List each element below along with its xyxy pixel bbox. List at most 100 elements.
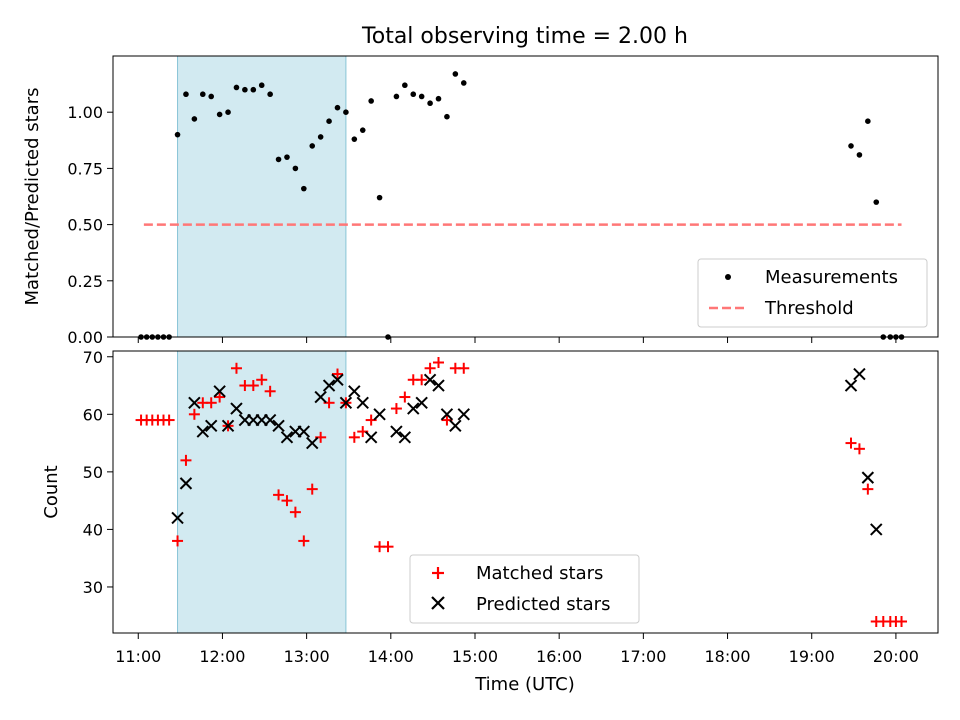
matched-stars-point — [306, 483, 318, 495]
matched-stars-point — [273, 489, 285, 501]
matched-stars-point — [180, 454, 192, 466]
matched-stars-point — [256, 374, 268, 386]
x-tick-label: 20:00 — [873, 647, 919, 666]
top-x-ticks — [137, 337, 897, 343]
x-tick-label: 12:00 — [199, 647, 245, 666]
predicted-stars-point — [331, 373, 344, 386]
matched-stars-point — [390, 403, 402, 415]
measurement-point — [376, 194, 383, 201]
predicted-stars-point — [272, 419, 285, 433]
predicted-stars-point — [205, 419, 218, 433]
matched-stars-point — [264, 385, 276, 397]
legend-predicted-marker — [431, 596, 445, 610]
measurement-point — [258, 82, 265, 89]
x-tick-label: 18:00 — [704, 647, 750, 666]
measurement-point — [351, 136, 358, 142]
predicted-stars-point — [415, 396, 428, 410]
predicted-stars-point — [390, 425, 403, 438]
matched-stars-point — [188, 408, 200, 420]
measurement-point — [460, 80, 467, 86]
bottom-axes: 30 40 50 60 70 11:00 12:00 13:00 14:00 15:00 16:0… — [41, 348, 939, 695]
matched-stars-point — [399, 391, 411, 403]
top-axes-frame — [112, 55, 939, 338]
measurement-point — [402, 82, 408, 89]
measurement-point — [199, 91, 206, 98]
legend-measurements-label: Measurements — [765, 267, 898, 288]
bottom-x-ticks: 11:00 12:00 13:00 14:00 15:00 16:00 17:00 18:00… — [115, 633, 919, 666]
matched-stars-point — [433, 357, 445, 369]
measurement-point — [343, 109, 349, 115]
measurement-point — [368, 98, 374, 104]
matched-stars-point — [289, 506, 301, 518]
measurement-point — [292, 165, 299, 172]
predicted-stars-point — [348, 385, 361, 398]
predicted-stars-point — [280, 431, 294, 444]
bottom-y-ticks: 30 40 50 60 70 — [83, 348, 113, 597]
predicted-stars-point — [423, 373, 437, 386]
measurement-point — [326, 118, 332, 124]
measurement-point — [444, 113, 450, 120]
bottom-y-tick-label: 60 — [83, 405, 103, 424]
measurement-point — [267, 91, 273, 98]
predicted-stars-point — [171, 511, 184, 525]
matched-stars-point — [331, 368, 343, 380]
matched-stars-point — [862, 483, 874, 495]
matched-stars-point — [382, 541, 394, 553]
measurement-point — [284, 154, 290, 160]
bottom-plot-marks — [135, 357, 908, 627]
bottom-y-tick-label: 30 — [83, 578, 103, 597]
measurement-point — [334, 104, 341, 111]
measurement-point — [309, 143, 316, 149]
legend-predicted-label: Predicted stars — [476, 594, 610, 615]
x-tick-label: 17:00 — [620, 647, 666, 666]
measurement-point — [233, 84, 240, 91]
x-tick-label: 16:00 — [536, 647, 582, 666]
measurement-point — [216, 111, 223, 118]
top-y-tick-label: 0.00 — [67, 328, 103, 347]
measurement-point — [410, 91, 417, 98]
measurement-point — [452, 71, 459, 77]
measurement-point — [418, 93, 425, 100]
matched-stars-point — [298, 535, 310, 547]
x-tick-label: 19:00 — [789, 647, 835, 666]
predicted-stars-point — [373, 408, 386, 421]
measurement-point — [865, 118, 871, 124]
legend-threshold-label: Threshold — [764, 298, 854, 319]
measurement-point — [250, 86, 257, 93]
top-y-ticks: 0.00 0.25 0.50 0.75 1.00 — [67, 103, 113, 347]
predicted-stars-point — [297, 425, 311, 438]
top-observing-span — [177, 55, 347, 338]
measurement-point — [435, 95, 442, 102]
matched-stars-point — [172, 535, 184, 547]
predicted-stars-point — [844, 379, 858, 392]
predicted-stars-point — [306, 436, 319, 450]
measurement-point — [873, 199, 880, 205]
x-tick-label: 11:00 — [115, 647, 161, 666]
bottom-axes-frame — [112, 350, 939, 634]
predicted-stars-point — [196, 425, 210, 438]
measurement-point — [856, 152, 863, 158]
measurement-point — [359, 127, 366, 133]
measurement-point — [427, 100, 433, 107]
predicted-stars-point — [440, 408, 454, 421]
matched-stars-point — [424, 362, 436, 374]
measurement-point — [208, 93, 215, 100]
measurement-point — [183, 91, 189, 98]
predicted-stars-point — [221, 419, 235, 433]
top-y-axis-label: Matched/Predicted stars — [22, 88, 43, 306]
x-tick-label: 15:00 — [452, 647, 498, 666]
matched-stars-point — [247, 380, 259, 392]
x-tick-label: 14:00 — [368, 647, 414, 666]
predicted-stars-point — [861, 471, 875, 484]
matched-stars-point — [348, 431, 360, 443]
predicted-stars-point — [407, 402, 420, 415]
predicted-stars-point — [322, 379, 336, 392]
matched-stars-point — [163, 414, 175, 426]
legend-matched-label: Matched stars — [476, 563, 603, 584]
predicted-stars-point — [398, 431, 412, 444]
predicted-stars-point — [188, 396, 201, 410]
top-y-tick-label: 0.75 — [67, 159, 103, 178]
predicted-stars-point — [449, 419, 462, 433]
chart-title: Total observing time = 2.00 h — [361, 24, 688, 49]
measurement-point — [317, 134, 324, 140]
